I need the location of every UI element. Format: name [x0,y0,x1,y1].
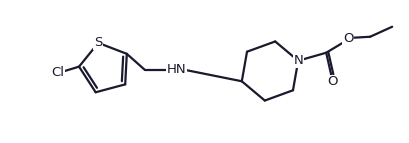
Text: S: S [94,36,102,49]
Text: N: N [292,54,302,67]
Text: Cl: Cl [51,66,64,79]
Text: HN: HN [166,63,186,76]
Text: O: O [326,75,337,88]
Text: O: O [342,32,353,45]
